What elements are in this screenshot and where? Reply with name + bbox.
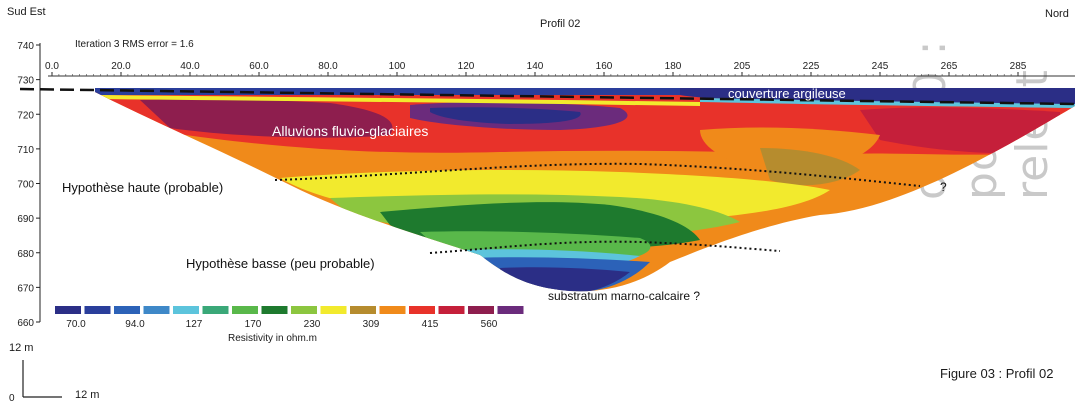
colorbar-swatch xyxy=(114,306,140,314)
colorbar-swatch xyxy=(497,306,524,314)
colorbar-label: 94.0 xyxy=(125,319,145,330)
colorbar-swatch xyxy=(379,306,406,314)
colorbar-swatch xyxy=(438,306,465,314)
y-tick-label: 690 xyxy=(17,214,34,225)
colorbar-swatch xyxy=(291,306,317,314)
x-tick-label: 20.0 xyxy=(111,61,131,72)
colorbar-swatch xyxy=(409,306,435,314)
annotation-substratum: substratum marno-calcaire ? xyxy=(548,289,701,303)
x-tick-label: 100 xyxy=(389,61,406,72)
y-axis: 740 730 720 710 700 690 680 670 660 xyxy=(17,41,40,329)
band-cover-yellow xyxy=(95,95,700,106)
chart-title: Profil 02 xyxy=(540,18,581,30)
x-tick-label: 140 xyxy=(527,61,544,72)
colorbar-swatch xyxy=(55,306,81,314)
x-axis: 0.0 20.0 40.0 60.0 80.0 100 120 140 160 180 205 225… xyxy=(45,61,1027,76)
colorbar-swatch xyxy=(84,306,111,314)
colorbar-label: 560 xyxy=(481,319,498,330)
y-tick-label: 740 xyxy=(17,41,34,52)
band-navy-pocket xyxy=(430,107,581,124)
x-tick-label: 80.0 xyxy=(318,61,338,72)
colorbar-swatch xyxy=(232,306,258,314)
orientation-right-label: Nord xyxy=(1045,8,1069,20)
annotation-couverture: couverture argileuse xyxy=(728,86,846,101)
colorbar-swatch xyxy=(261,306,288,314)
y-tick-label: 660 xyxy=(17,318,34,329)
scale-origin-label: 0 xyxy=(9,393,15,404)
y-tick-label: 670 xyxy=(17,283,34,294)
colorbar-swatch xyxy=(320,306,347,314)
annotation-question-mark: ? xyxy=(940,180,947,194)
band-clay-cover-right xyxy=(680,88,1075,104)
x-tick-label: 60.0 xyxy=(249,61,269,72)
x-tick-label: 285 xyxy=(1010,61,1027,72)
surface-dashed-line xyxy=(19,87,1075,106)
colorbar-label: 170 xyxy=(245,319,262,330)
x-tick-label: 225 xyxy=(803,61,820,72)
y-tick-label: 730 xyxy=(17,76,34,87)
y-tick-label: 710 xyxy=(17,145,34,156)
y-tick-label: 680 xyxy=(17,249,34,260)
band-crimson-left xyxy=(140,99,393,138)
annotation-alluvions: Alluvions fluvio-glaciaires xyxy=(272,123,429,139)
orientation-left-label: Sud Est xyxy=(7,6,46,18)
iteration-text: Iteration 3 RMS error = 1.6 xyxy=(75,39,194,50)
colorbar-label: 230 xyxy=(304,319,321,330)
x-tick-label: 265 xyxy=(941,61,958,72)
colorbar-swatch xyxy=(350,306,376,314)
colorbar-label: 70.0 xyxy=(66,319,86,330)
colorbar-swatch xyxy=(202,306,229,314)
band-brown-lens xyxy=(760,148,860,186)
colorbar-swatch xyxy=(468,306,494,314)
colorbar-swatch xyxy=(173,306,199,314)
scale-horizontal-label: 12 m xyxy=(75,389,100,401)
x-tick-label: 205 xyxy=(734,61,751,72)
annotation-hypothese-basse: Hypothèse basse (peu probable) xyxy=(186,256,375,271)
hypothesis-low-line xyxy=(429,240,781,254)
colorbar: 70.0 94.0 127 170 230 309 415 560 xyxy=(55,306,524,330)
y-tick-label: 720 xyxy=(17,110,34,121)
x-tick-label: 180 xyxy=(665,61,682,72)
band-clay-cover xyxy=(95,88,1075,95)
x-tick-label: 40.0 xyxy=(180,61,200,72)
annotation-hypothese-haute: Hypothèse haute (probable) xyxy=(62,180,224,195)
colorbar-label: 415 xyxy=(422,319,439,330)
x-tick-label: 245 xyxy=(872,61,889,72)
colorbar-title: Resistivity in ohm.m xyxy=(228,333,317,344)
colorbar-label: 309 xyxy=(363,319,380,330)
scale-vertical-label: 12 m xyxy=(9,342,34,354)
hypothesis-high-line xyxy=(274,162,921,187)
figure-caption: Figure 03 : Profil 02 xyxy=(940,366,1054,381)
y-tick-label: 700 xyxy=(17,180,34,191)
colorbar-swatch xyxy=(143,306,170,314)
x-tick-label: 0.0 xyxy=(45,61,59,72)
band-red-right xyxy=(860,107,1060,154)
x-tick-label: 120 xyxy=(458,61,475,72)
x-tick-label: 160 xyxy=(596,61,613,72)
colorbar-label: 127 xyxy=(186,319,203,330)
